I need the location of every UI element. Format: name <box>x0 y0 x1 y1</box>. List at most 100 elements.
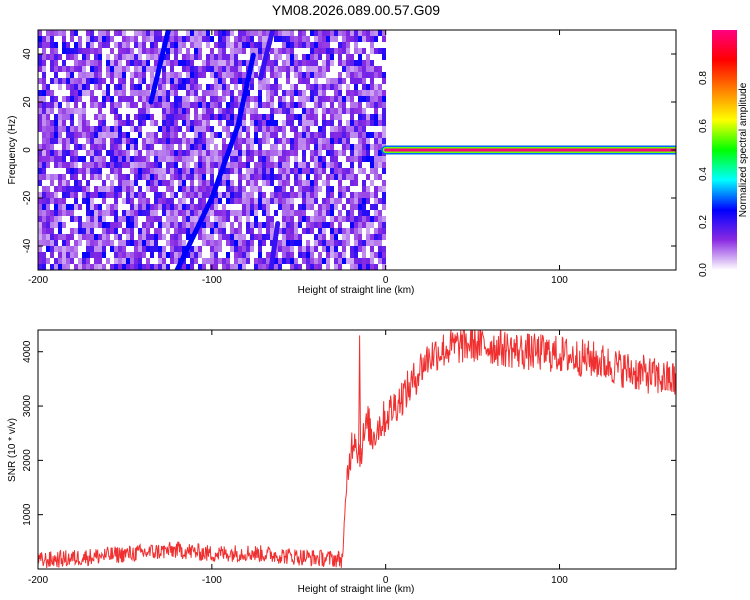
spectrogram-cell <box>234 66 238 72</box>
spectrogram-cell <box>174 234 178 240</box>
spectrogram-cell <box>278 84 282 90</box>
spectrogram-cell <box>154 120 158 126</box>
spectrogram-cell <box>370 162 374 168</box>
y-tick-label: 3000 <box>22 394 33 417</box>
spectrogram-cell <box>350 144 354 150</box>
spectrogram-cell <box>174 120 178 126</box>
spectrogram-cell <box>174 72 178 78</box>
spectrogram-cell <box>38 54 42 60</box>
spectrogram-cell <box>186 174 190 180</box>
spectrogram-cell <box>42 102 46 108</box>
spectrogram-cell <box>130 84 134 90</box>
spectrogram-cell <box>102 126 106 132</box>
spectrogram-cell <box>102 222 106 228</box>
spectrogram-cell <box>90 144 94 150</box>
spectrogram-cell <box>118 60 122 66</box>
spectrogram-cell <box>318 90 322 96</box>
spectrogram-cell <box>134 162 138 168</box>
spectrogram-cell <box>238 48 242 54</box>
spectrogram-cell <box>66 180 70 186</box>
spectrogram-cell <box>198 162 202 168</box>
spectrogram-cell <box>254 186 258 192</box>
spectrogram-cell <box>162 114 166 120</box>
spectrogram-cell <box>122 162 126 168</box>
spectrogram-cell <box>110 144 114 150</box>
spectrogram-cell <box>202 198 206 204</box>
spectrogram-cell <box>50 138 54 144</box>
spectrogram-cell <box>178 234 182 240</box>
spectrogram-cell <box>230 162 234 168</box>
spectrogram-cell <box>222 36 226 42</box>
spectrogram-cell <box>98 138 102 144</box>
spectrogram-cell <box>178 156 182 162</box>
spectrogram-cell <box>322 180 326 186</box>
spectrogram-cell <box>234 234 238 240</box>
spectrogram-cell <box>258 150 262 156</box>
spectrogram-cell <box>318 240 322 246</box>
spectrogram-cell <box>114 42 118 48</box>
spectrogram-cell <box>374 156 378 162</box>
spectrogram-cell <box>166 156 170 162</box>
spectrogram-cell <box>338 132 342 138</box>
spectrogram-cell <box>358 216 362 222</box>
spectrogram-cell <box>142 204 146 210</box>
spectrogram-cell <box>98 192 102 198</box>
spectrogram-cell <box>258 36 262 42</box>
spectrogram-cell <box>226 162 230 168</box>
spectrogram-cell <box>90 192 94 198</box>
spectrogram-cell <box>310 120 314 126</box>
spectrogram-cell <box>146 222 150 228</box>
spectrogram-cell <box>290 192 294 198</box>
spectrogram-cell <box>158 198 162 204</box>
spectrogram-cell <box>334 240 338 246</box>
spectrogram-cell <box>114 132 118 138</box>
spectrogram-cell <box>46 30 50 36</box>
spectrogram-cell <box>78 186 82 192</box>
snr-x-ticks: -200 -100 0 100 <box>28 330 568 586</box>
colorbar-tick-label: 0.2 <box>698 215 709 229</box>
spectrogram-cell <box>278 96 282 102</box>
spectrogram-cell <box>66 162 70 168</box>
spectrogram-cell <box>302 78 306 84</box>
spectrogram-cell <box>62 42 66 48</box>
spectrogram-cell <box>186 90 190 96</box>
spectrogram-cell <box>350 222 354 228</box>
spectrogram-cell <box>134 264 138 270</box>
spectrogram-cell <box>82 84 86 90</box>
spectrogram-cell <box>350 114 354 120</box>
spectrogram-cell <box>242 252 246 258</box>
spectrogram-cell <box>126 54 130 60</box>
spectrogram-cell <box>278 192 282 198</box>
spectrogram-cell <box>326 246 330 252</box>
spectrogram-cell <box>318 102 322 108</box>
spectrogram-cell <box>286 138 290 144</box>
spectrogram-cell <box>46 174 50 180</box>
spectrogram-cell <box>250 138 254 144</box>
spectrogram-cell <box>306 120 310 126</box>
spectrogram-cell <box>90 156 94 162</box>
spectrogram-cell <box>282 120 286 126</box>
spectrogram-cell <box>86 54 90 60</box>
spectrogram-cell <box>270 108 274 114</box>
spectrogram-cell <box>222 210 226 216</box>
spectrogram-cell <box>102 90 106 96</box>
spectrogram-cell <box>198 144 202 150</box>
spectrogram-cell <box>194 84 198 90</box>
spectrogram-cell <box>198 126 202 132</box>
spectrogram-cell <box>354 222 358 228</box>
spectrogram-cell <box>334 264 338 270</box>
spectrogram-cell <box>350 36 354 42</box>
spectrogram-cell <box>314 180 318 186</box>
spectrogram-cell <box>74 48 78 54</box>
spectrogram-cell <box>166 210 170 216</box>
spectrogram-cell <box>94 132 98 138</box>
spectrogram-cell <box>274 162 278 168</box>
spectrogram-cell <box>246 174 250 180</box>
spectrogram-cell <box>358 144 362 150</box>
spectrogram-cell <box>330 108 334 114</box>
spectrogram-cell <box>70 36 74 42</box>
spectrogram-cell <box>50 108 54 114</box>
spectrogram-cell <box>50 174 54 180</box>
x-tick-label: 100 <box>551 575 568 586</box>
spectrogram-cell <box>338 96 342 102</box>
